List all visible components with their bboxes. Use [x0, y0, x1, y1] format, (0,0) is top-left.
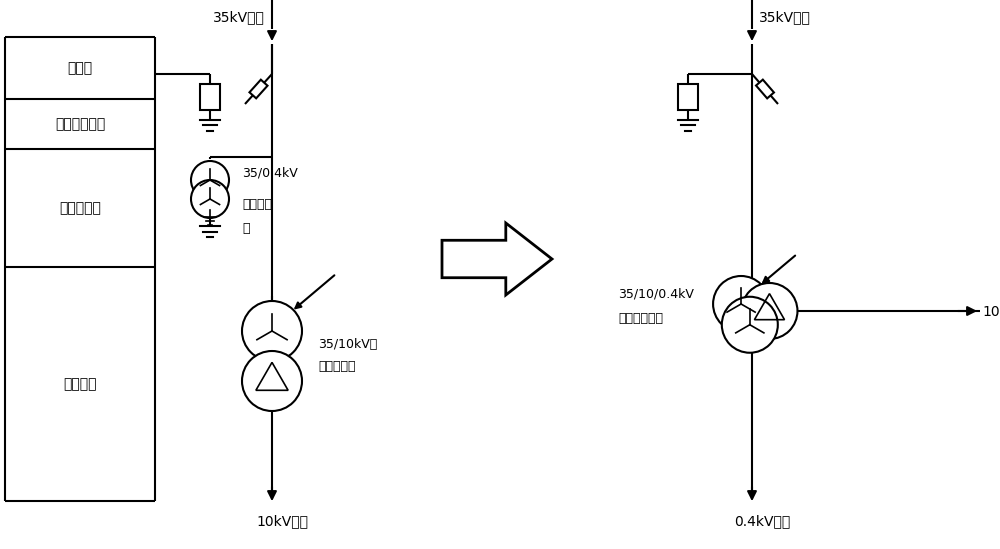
Text: 三绕组变压器: 三绕组变压器	[618, 312, 663, 326]
Text: 35kV线路: 35kV线路	[213, 10, 265, 24]
Text: 0.4kV负荷: 0.4kV负荷	[734, 514, 790, 528]
Polygon shape	[442, 223, 552, 295]
Circle shape	[713, 276, 769, 332]
Text: 器: 器	[242, 222, 250, 235]
Circle shape	[741, 283, 797, 339]
Circle shape	[722, 297, 778, 353]
Text: 站用变压器: 站用变压器	[59, 201, 101, 215]
Text: 35/10kV双: 35/10kV双	[318, 338, 377, 350]
Text: 10kV负荷: 10kV负荷	[256, 514, 308, 528]
Text: 35/0.4kV: 35/0.4kV	[242, 167, 298, 180]
Polygon shape	[756, 80, 774, 98]
Text: 站用变压: 站用变压	[242, 198, 272, 211]
Circle shape	[191, 161, 229, 199]
Text: 绕组变压器: 绕组变压器	[318, 361, 356, 373]
Text: 35kV线路: 35kV线路	[759, 10, 811, 24]
Bar	[678, 84, 698, 110]
Text: 35/10/0.4kV: 35/10/0.4kV	[618, 288, 694, 300]
Polygon shape	[249, 80, 268, 98]
Circle shape	[242, 351, 302, 411]
Circle shape	[242, 301, 302, 361]
Text: 跌落式熔断器: 跌落式熔断器	[55, 117, 105, 131]
Text: 10kV负荷: 10kV负荷	[982, 304, 1000, 318]
Text: 主变压器: 主变压器	[63, 377, 97, 391]
Bar	[200, 84, 220, 110]
Circle shape	[191, 180, 229, 218]
Text: 避雷器: 避雷器	[67, 61, 93, 75]
